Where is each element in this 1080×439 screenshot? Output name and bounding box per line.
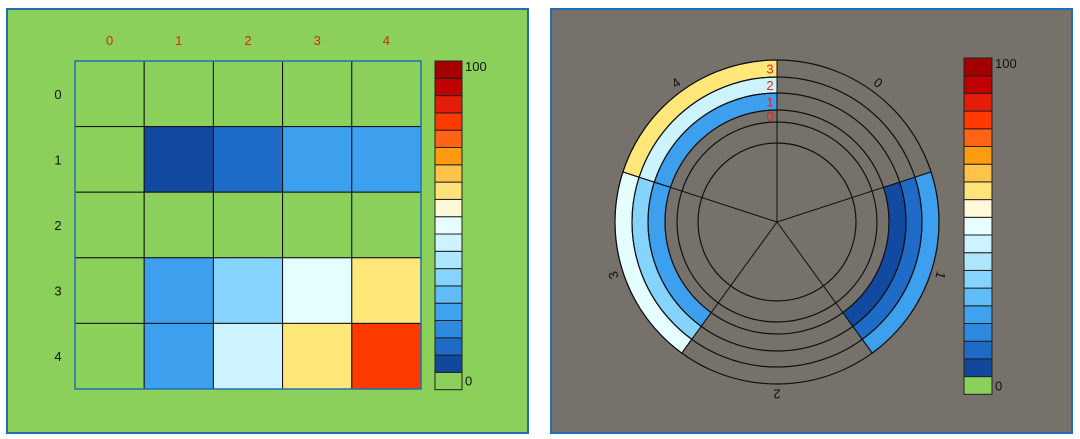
colorbar-segment — [434, 337, 463, 356]
colorbar-segment — [963, 92, 993, 112]
column-tick-label: 4 — [383, 33, 390, 48]
heatmap-border — [74, 60, 422, 390]
colorbar-segment — [963, 199, 993, 218]
colorbar-segment — [963, 323, 993, 342]
heatmap-cell — [212, 322, 284, 390]
heatmap-cell — [212, 191, 284, 259]
heatmap-cell — [212, 60, 284, 128]
ring-tick-label: 3 — [766, 62, 773, 77]
heatmap-cell — [212, 257, 284, 324]
colorbar-max-label: 100 — [995, 56, 1017, 71]
heatmap-cell — [351, 257, 422, 324]
row-tick-label: 3 — [54, 284, 61, 299]
column-tick-label: 0 — [106, 33, 113, 48]
colorbar-segment — [963, 340, 993, 360]
heatmap-cell — [74, 126, 145, 193]
colorbar-segment — [434, 77, 463, 97]
colorbar-segment — [963, 216, 993, 236]
colorbar-segment — [434, 233, 463, 252]
heatmap-cell — [282, 60, 353, 128]
colorbar-segment — [434, 129, 463, 148]
row-tick-label: 0 — [54, 87, 61, 102]
colorbar-segment — [963, 358, 993, 378]
colorbar-segment — [434, 371, 463, 391]
heatmap-cell — [143, 191, 214, 259]
colorbar-segment — [963, 75, 993, 94]
colorbar-segment — [963, 163, 993, 183]
heatmap-chart: 0 1 2 3 4 0 1 2 3 4 100 0 — [8, 10, 527, 432]
colorbar-segment — [434, 216, 463, 235]
colorbar-segment — [963, 57, 993, 77]
colorbar-segment — [963, 110, 993, 130]
ring-tick-label: 1 — [766, 95, 773, 110]
row-tick-label: 1 — [54, 152, 61, 167]
colorbar-segment — [963, 305, 993, 324]
colorbar-segment — [963, 128, 993, 148]
colorbar-segment — [434, 60, 463, 79]
sector-boundary — [776, 221, 873, 354]
heatmap-cell — [212, 126, 284, 193]
heatmap-cell — [351, 191, 422, 259]
sector-boundary — [776, 171, 932, 223]
heatmap-cell — [143, 126, 214, 193]
colorbar-segment — [434, 164, 463, 183]
colorbar-segment — [434, 198, 463, 218]
colorbar-segment — [963, 146, 993, 165]
heatmap-cell — [282, 126, 353, 193]
colorbar-segment — [434, 95, 463, 114]
colorbar-segment — [963, 181, 993, 201]
colorbar-segment — [434, 147, 463, 166]
colorbar-segment — [434, 320, 463, 339]
colorbar-min-label: 0 — [995, 378, 1002, 393]
colorbar-min-label: 0 — [465, 374, 472, 389]
heatmap-cell — [74, 257, 145, 324]
heatmap-cell — [351, 126, 422, 193]
colorbar-segment — [963, 376, 993, 395]
sector-tick-label: 3 — [605, 269, 622, 281]
sector-tick-label: 1 — [932, 269, 949, 281]
heatmap-cell — [74, 322, 145, 390]
heatmap-cell — [143, 257, 214, 324]
row-tick-label: 2 — [54, 218, 61, 233]
colorbar-segment — [434, 285, 463, 304]
heatmap-cell — [143, 60, 214, 128]
colorbar-segment — [434, 354, 463, 373]
sector-tick-label: 2 — [773, 387, 780, 402]
colorbar-segment — [434, 181, 463, 200]
ring-tick-label: 2 — [766, 78, 773, 93]
column-tick-label: 2 — [244, 33, 251, 48]
column-tick-label: 3 — [314, 33, 321, 48]
heatmap-cell — [351, 60, 422, 128]
heatmap-cell — [74, 191, 145, 259]
sector-boundary — [622, 171, 778, 223]
column-tick-label: 1 — [175, 33, 182, 48]
right-chart-panel: 0 1 2 3 4 0 1 2 3 100 0 — [550, 8, 1073, 434]
colorbar-segment — [434, 112, 463, 131]
heatmap-cell — [143, 322, 214, 390]
row-tick-label: 4 — [54, 349, 61, 364]
colorbar-max-label: 100 — [465, 59, 487, 74]
heatmap-cell — [282, 322, 353, 390]
heatmap-cell — [351, 322, 422, 390]
heatmap-cell — [74, 60, 145, 128]
heatmap-cell — [282, 257, 353, 324]
colorbar-segment — [434, 302, 463, 322]
colorbar-segment — [963, 252, 993, 271]
colorbar-segment — [434, 268, 463, 287]
colorbar-segment — [963, 269, 993, 289]
left-chart-panel: 0 1 2 3 4 0 1 2 3 4 100 0 — [6, 8, 529, 434]
colorbar-segment — [434, 250, 463, 270]
sector-boundary — [681, 221, 778, 354]
colorbar-segment — [963, 234, 993, 254]
heatmap-cell — [282, 191, 353, 259]
colorbar-segment — [963, 287, 993, 307]
ring-tick-label: 0 — [766, 109, 773, 124]
